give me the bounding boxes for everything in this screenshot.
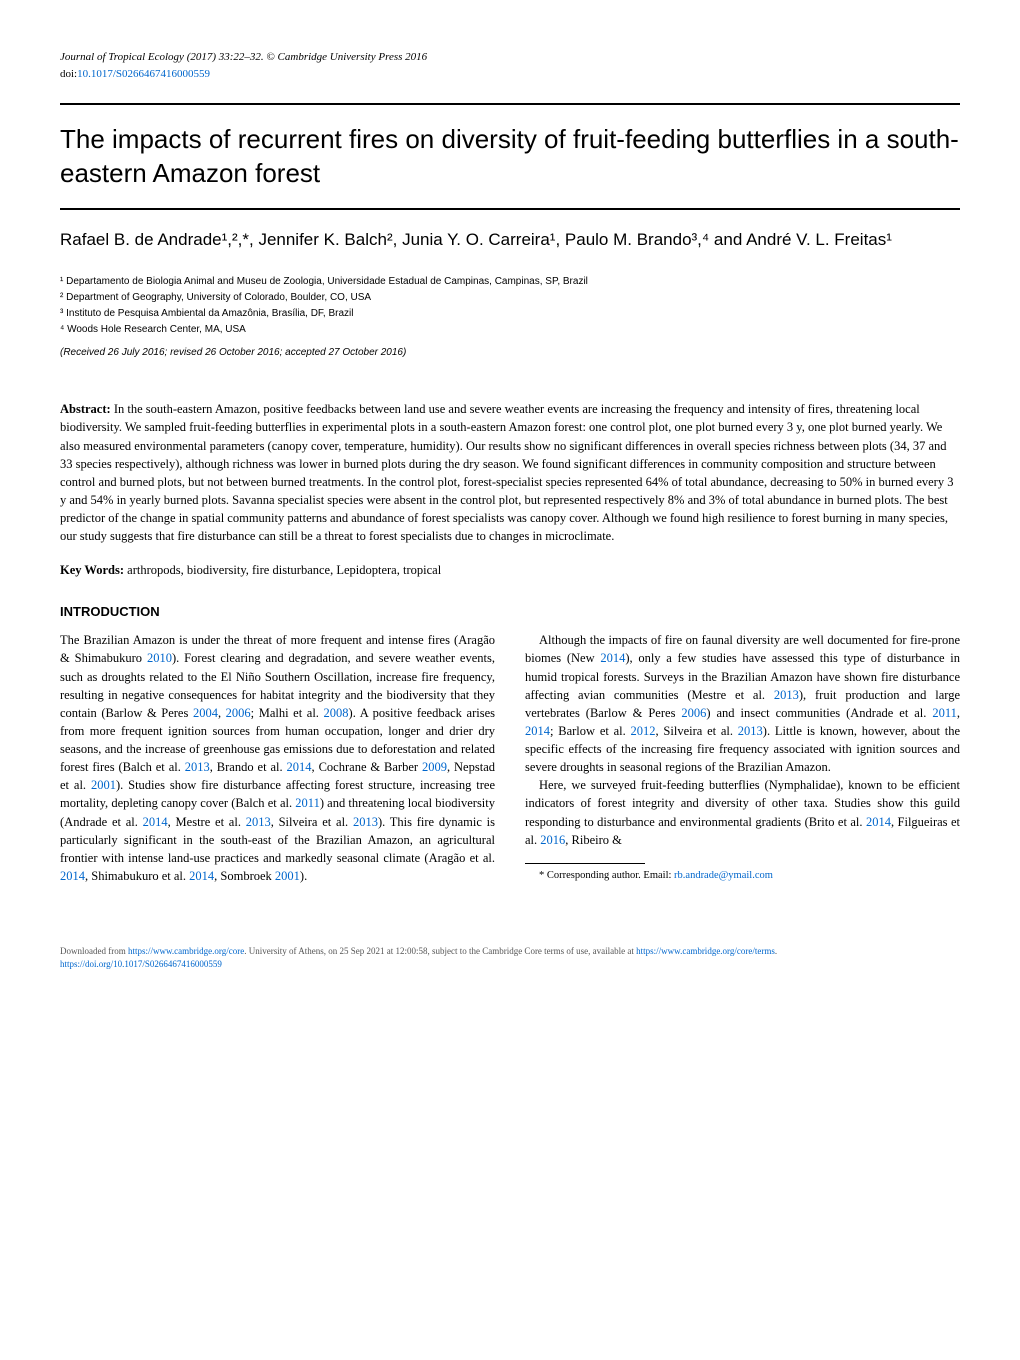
- body-text: , Silveira et al.: [271, 815, 353, 829]
- affiliations: ¹ Departamento de Biologia Animal and Mu…: [60, 274, 960, 338]
- ref-year[interactable]: 2006: [681, 706, 706, 720]
- ref-year[interactable]: 2010: [147, 651, 172, 665]
- keywords: Key Words: arthropods, biodiversity, fir…: [60, 562, 960, 580]
- doi-line: doi:10.1017/S0266467416000559: [60, 67, 960, 82]
- ref-year[interactable]: 2014: [525, 724, 550, 738]
- affiliation-2: ² Department of Geography, University of…: [60, 290, 960, 306]
- body-text: , Silveira et al.: [656, 724, 738, 738]
- ref-year[interactable]: 2014: [143, 815, 168, 829]
- body-text: , Shimabukuro et al.: [85, 869, 189, 883]
- received-dates: (Received 26 July 2016; revised 26 Octob…: [60, 346, 960, 360]
- ref-year[interactable]: 2009: [422, 760, 447, 774]
- received-text: (Received 26 July 2016; revised 26 Octob…: [60, 347, 406, 358]
- body-text: ).: [300, 869, 307, 883]
- paragraph-1: The Brazilian Amazon is under the threat…: [60, 631, 495, 885]
- keywords-label: Key Words:: [60, 563, 124, 577]
- ref-year[interactable]: 2013: [774, 688, 799, 702]
- paragraph-3: Here, we surveyed fruit-feeding butterfl…: [525, 776, 960, 849]
- ref-year[interactable]: 2004: [193, 706, 218, 720]
- footer-text: . University of Athens, on 25 Sep 2021 a…: [244, 946, 636, 956]
- ref-year[interactable]: 2014: [866, 815, 891, 829]
- ref-year[interactable]: 2008: [324, 706, 349, 720]
- ref-year[interactable]: 2016: [540, 833, 565, 847]
- ref-year[interactable]: 2006: [226, 706, 251, 720]
- ref-year[interactable]: 2014: [287, 760, 312, 774]
- footnote-separator: [525, 863, 645, 864]
- ref-year[interactable]: 2013: [185, 760, 210, 774]
- ref-year[interactable]: 2001: [275, 869, 300, 883]
- body-text: , Sombroek: [214, 869, 275, 883]
- ref-year[interactable]: 2014: [60, 869, 85, 883]
- rule-under-title: [60, 208, 960, 210]
- body-text: , Ribeiro &: [565, 833, 622, 847]
- ref-year[interactable]: 2011: [295, 796, 320, 810]
- doi-prefix: doi:: [60, 68, 77, 80]
- footer-link-core[interactable]: https://www.cambridge.org/core: [128, 946, 244, 956]
- footnote-label: * Corresponding author. Email:: [539, 870, 674, 881]
- ref-year[interactable]: 2011: [932, 706, 957, 720]
- body-text: , Cochrane & Barber: [312, 760, 422, 774]
- body-text: ) and insect communities (Andrade et al.: [706, 706, 932, 720]
- ref-year[interactable]: 2013: [738, 724, 763, 738]
- body-text: , Mestre et al.: [168, 815, 246, 829]
- article-title: The impacts of recurrent fires on divers…: [60, 123, 960, 191]
- affiliation-1: ¹ Departamento de Biologia Animal and Mu…: [60, 274, 960, 290]
- body-text: ; Barlow et al.: [550, 724, 631, 738]
- body-text: , Brando et al.: [210, 760, 287, 774]
- affiliation-4: ⁴ Woods Hole Research Center, MA, USA: [60, 322, 960, 338]
- footer-link-doi[interactable]: https://doi.org/10.1017/S026646741600055…: [60, 959, 222, 969]
- section-heading-introduction: INTRODUCTION: [60, 603, 960, 621]
- keywords-text: arthropods, biodiversity, fire disturban…: [127, 563, 441, 577]
- body-text: ; Malhi et al.: [251, 706, 324, 720]
- rule-top: [60, 103, 960, 105]
- ref-year[interactable]: 2001: [91, 778, 116, 792]
- ref-year[interactable]: 2014: [600, 651, 625, 665]
- ref-year[interactable]: 2013: [246, 815, 271, 829]
- footnote-email-link[interactable]: rb.andrade@ymail.com: [674, 870, 773, 881]
- ref-year[interactable]: 2014: [189, 869, 214, 883]
- paragraph-2: Although the impacts of fire on faunal d…: [525, 631, 960, 776]
- corresponding-author-footnote: * Corresponding author. Email: rb.andrad…: [525, 868, 960, 883]
- footer-text: Downloaded from: [60, 946, 128, 956]
- affiliation-3: ³ Instituto de Pesquisa Ambiental da Ama…: [60, 306, 960, 322]
- doi-link[interactable]: 10.1017/S0266467416000559: [77, 68, 210, 80]
- abstract: Abstract: In the south-eastern Amazon, p…: [60, 400, 960, 546]
- footer-link-terms[interactable]: https://www.cambridge.org/core/terms: [636, 946, 775, 956]
- footer-text: .: [775, 946, 777, 956]
- abstract-label: Abstract:: [60, 402, 111, 416]
- ref-year[interactable]: 2013: [353, 815, 378, 829]
- abstract-text: In the south-eastern Amazon, positive fe…: [60, 402, 953, 543]
- journal-meta: Journal of Tropical Ecology (2017) 33:22…: [60, 50, 960, 65]
- authors: Rafael B. de Andrade¹,²,*, Jennifer K. B…: [60, 228, 960, 252]
- page-footer: Downloaded from https://www.cambridge.or…: [60, 945, 960, 970]
- body-columns: The Brazilian Amazon is under the threat…: [60, 631, 960, 885]
- ref-year[interactable]: 2012: [631, 724, 656, 738]
